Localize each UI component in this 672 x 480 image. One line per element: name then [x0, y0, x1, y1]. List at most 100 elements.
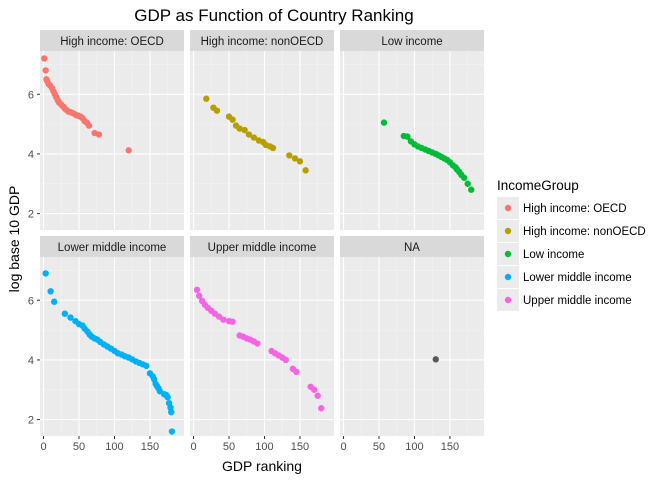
data-point: [203, 95, 210, 102]
data-point: [293, 368, 300, 376]
y-tick-label: 2: [28, 209, 34, 221]
facet-strip: [340, 236, 484, 257]
data-point: [85, 122, 93, 129]
data-point: [468, 186, 475, 193]
panel-background: [190, 257, 334, 436]
data-point: [42, 270, 49, 277]
y-tick-label: 4: [28, 355, 34, 367]
x-tick-label: 0: [190, 441, 196, 453]
data-point: [143, 362, 150, 370]
data-point: [241, 126, 248, 134]
legend-label: High income: nonOECD: [523, 226, 646, 238]
facet-strip-label: Lower middle income: [58, 242, 167, 254]
facet-panel: NA 0 50 100 150: [340, 236, 484, 453]
data-point: [380, 119, 388, 126]
legend-marker: [504, 296, 512, 304]
panel-background: [40, 51, 184, 230]
legend-marker: [504, 250, 512, 258]
data-point: [314, 392, 321, 399]
legend-label: High income: OECD: [523, 203, 627, 215]
data-point: [41, 55, 48, 62]
data-point: [229, 318, 236, 325]
data-point: [282, 356, 289, 364]
x-tick-label: 50: [223, 441, 235, 453]
x-tick-label: 0: [340, 441, 346, 453]
facet-strip: [40, 236, 184, 257]
legend-entry: Low income: [497, 243, 584, 265]
x-tick-label: 0: [40, 441, 46, 453]
legend-marker: [504, 204, 512, 212]
facet-panels: High income: OECD 2 4 6 High income: nonOECD…: [28, 30, 484, 453]
facet-strip-label: High income: nonOECD: [201, 36, 324, 48]
facet-panel: High income: OECD 2 4 6: [28, 30, 184, 230]
legend-title: IncomeGroup: [497, 178, 579, 193]
legend-label: Upper middle income: [523, 295, 632, 307]
legend-marker: [504, 273, 512, 281]
legend-entry: Upper middle income: [497, 289, 632, 311]
x-tick-label: 50: [73, 441, 85, 453]
y-tick-label: 6: [28, 89, 34, 101]
data-point: [269, 144, 277, 152]
data-point: [310, 386, 318, 393]
panel-background: [340, 257, 484, 436]
data-point: [404, 133, 411, 140]
data-point: [245, 131, 253, 138]
data-point: [213, 107, 221, 114]
data-point: [196, 292, 203, 299]
legend-entry: High income: OECD: [497, 197, 627, 219]
x-tick-label: 150: [291, 441, 309, 453]
facet-strip-label: NA: [404, 242, 420, 254]
data-point: [286, 152, 293, 159]
facet-strip: [190, 30, 334, 51]
y-tick-label: 4: [28, 149, 34, 161]
legend-entry: High income: nonOECD: [497, 220, 646, 242]
data-point: [460, 174, 468, 181]
x-tick-label: 100: [105, 441, 123, 453]
data-point: [254, 340, 261, 347]
facet-strip: [40, 30, 184, 51]
data-point: [236, 125, 243, 132]
data-point: [125, 147, 132, 154]
facet-panel: High income: nonOECD: [190, 30, 334, 230]
facet-strip-label: Low income: [381, 36, 442, 48]
data-point: [67, 314, 74, 321]
x-tick-label: 100: [405, 441, 423, 453]
data-point: [250, 134, 258, 141]
facet-strip-label: High income: OECD: [60, 36, 164, 48]
data-point: [302, 167, 309, 174]
data-point: [318, 405, 325, 412]
legend-label: Low income: [523, 249, 584, 261]
data-point: [229, 116, 236, 123]
x-tick-label: 50: [373, 441, 385, 453]
facet-strip: [340, 30, 484, 51]
legend-entry: Lower middle income: [497, 266, 632, 288]
data-point: [432, 356, 439, 363]
facet-strip-label: Upper middle income: [208, 242, 317, 254]
data-point: [164, 394, 171, 401]
y-tick-label: 2: [28, 415, 34, 427]
data-point: [95, 131, 103, 138]
data-point: [168, 408, 175, 416]
y-axis-title: log base 10 GDP: [6, 186, 22, 293]
legend-entries: High income: OECD High income: nonOECD Low…: [497, 197, 646, 311]
y-tick-label: 6: [28, 295, 34, 307]
data-point: [50, 298, 58, 305]
facet-strip: [190, 236, 334, 257]
legend-label: Lower middle income: [523, 272, 632, 284]
data-point: [193, 286, 201, 294]
x-tick-label: 150: [441, 441, 459, 453]
data-point: [464, 180, 471, 187]
facet-panel: Lower middle income 2 4 6 0 50 100 150: [28, 236, 184, 453]
data-point: [296, 158, 304, 165]
x-tick-label: 100: [255, 441, 273, 453]
legend-marker: [504, 227, 512, 235]
data-point: [168, 428, 176, 435]
x-axis-title: GDP ranking: [222, 458, 302, 474]
data-point: [61, 310, 69, 317]
data-point: [220, 316, 227, 323]
x-tick-label: 150: [141, 441, 159, 453]
data-point: [47, 288, 54, 295]
facet-panel: Upper middle income 0 50 100 150: [190, 236, 334, 453]
